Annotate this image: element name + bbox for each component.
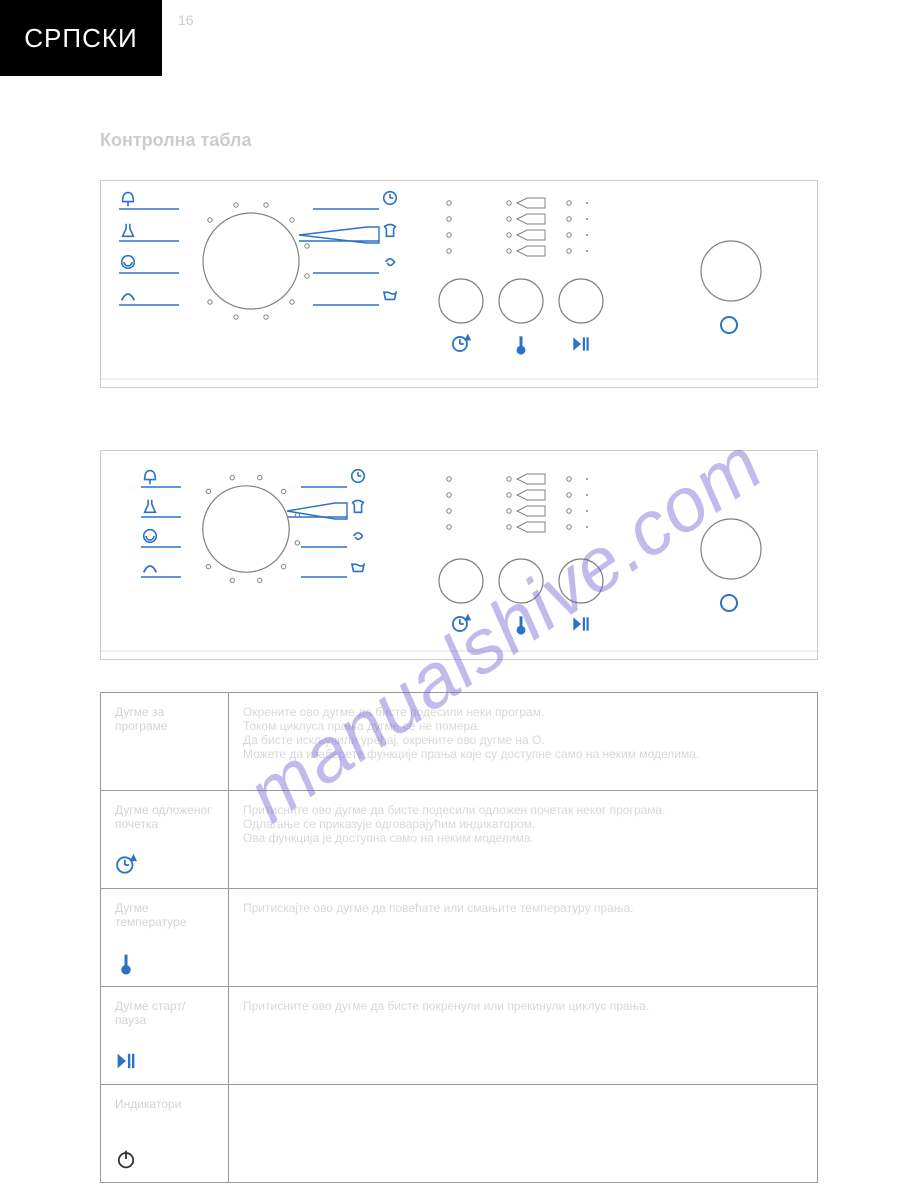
delay-icon [113,852,139,878]
control-description-cell: Притисните ово дугме да бисте подесили о… [229,791,818,889]
control-name-cell: Дугме старт/пауза [101,987,229,1085]
thermo-icon [113,950,139,976]
control-description-cell: Окрените ово дугме да бисте подесили нек… [229,693,818,791]
controls-description-table: Дугме за програме Окрените ово дугме да б… [100,692,818,1183]
control-name-cell: Индикатори [101,1085,229,1183]
startpause-icon [113,1048,139,1074]
page-number: 16 [178,12,194,28]
control-label: Дугме температуре [115,901,214,929]
table-row: Дугме старт/пауза Притисните ово дугме да… [101,987,818,1085]
section-title: Контролна табла [100,130,251,151]
control-description-cell: Притисните ово дугме да бисте покренули … [229,987,818,1085]
header-language: СРПСКИ [24,23,137,54]
control-label: Дугме за програме [115,705,214,733]
control-description-cell [229,1085,818,1183]
table-row: Дугме одложеног почетка Притисните ово ду… [101,791,818,889]
power-icon [113,1146,139,1172]
page-header: СРПСКИ [0,0,162,76]
table-row: Индикатори [101,1085,818,1183]
control-label: Дугме одложеног почетка [115,803,214,831]
control-name-cell: Дугме за програме [101,693,229,791]
table-row: Дугме за програме Окрените ово дугме да б… [101,693,818,791]
control-panel-diagram-1 [100,180,818,388]
control-name-cell: Дугме температуре [101,889,229,987]
control-label: Индикатори [115,1097,214,1111]
control-name-cell: Дугме одложеног почетка [101,791,229,889]
table-row: Дугме температуре Притискајте ово дугме д… [101,889,818,987]
control-label: Дугме старт/пауза [115,999,214,1027]
control-panel-diagram-2 [100,450,818,660]
control-description-cell: Притискајте ово дугме да повећате или см… [229,889,818,987]
